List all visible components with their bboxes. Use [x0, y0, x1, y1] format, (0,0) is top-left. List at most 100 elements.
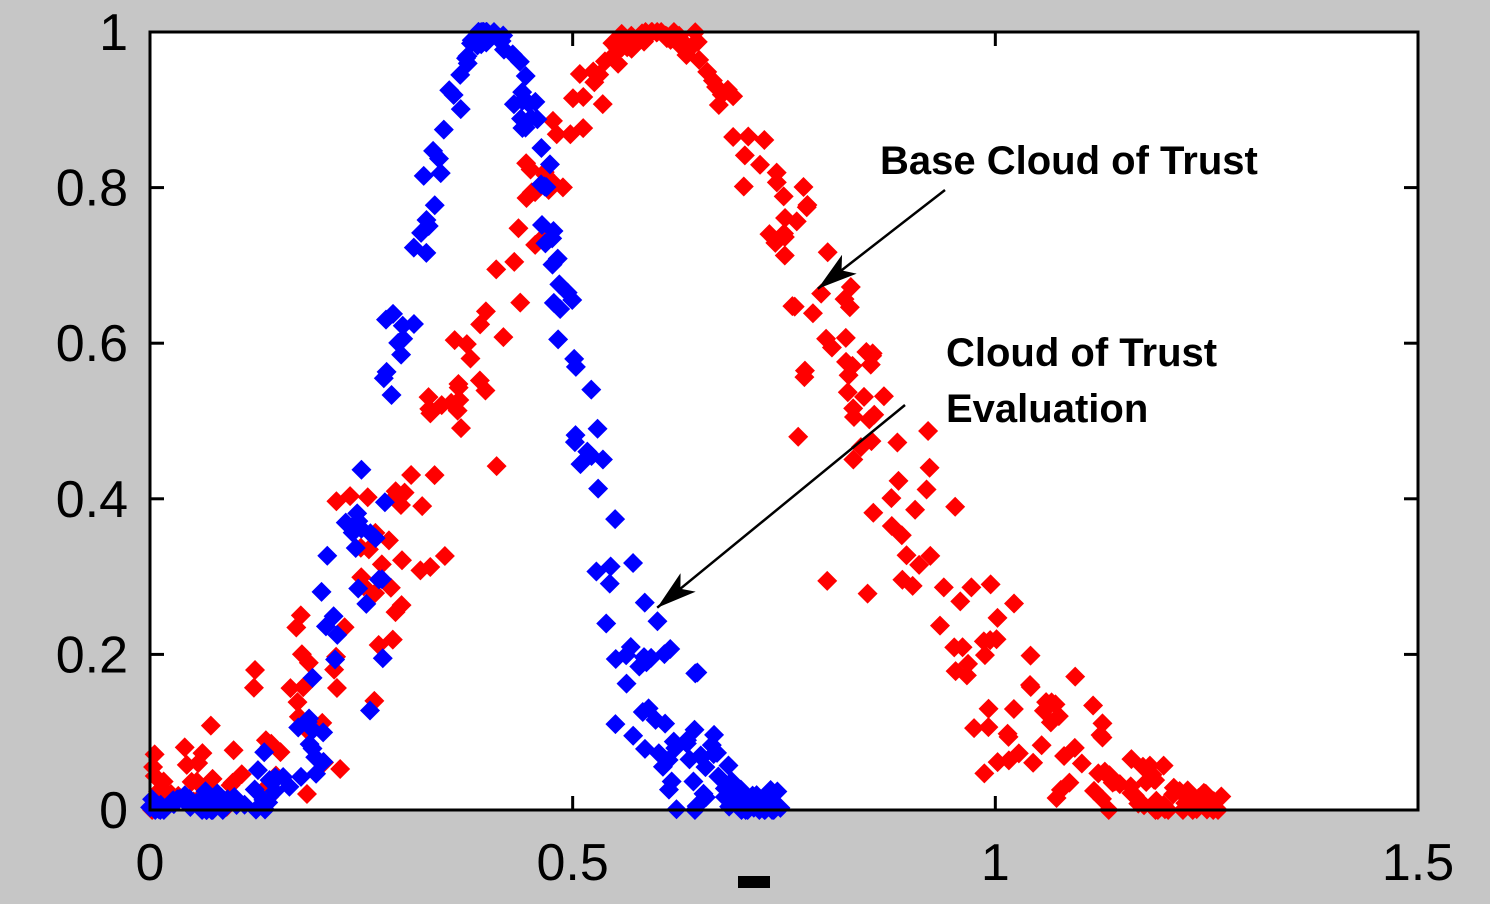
data-point [623, 725, 644, 746]
data-point [1211, 786, 1232, 807]
data-point [980, 574, 1001, 595]
data-point [509, 51, 530, 72]
data-point [489, 30, 510, 51]
data-point [448, 377, 469, 398]
data-point [588, 478, 609, 499]
data-point [973, 631, 994, 652]
data-point [340, 486, 361, 507]
data-point [843, 398, 864, 419]
data-point [279, 776, 300, 797]
data-point [508, 218, 529, 239]
data-point [1121, 749, 1142, 770]
data-point [330, 759, 351, 780]
data-point [623, 553, 644, 574]
data-point [153, 771, 174, 792]
plot-frame [148, 30, 1420, 812]
data-point [266, 769, 287, 790]
data-point [434, 546, 455, 567]
data-point [1153, 755, 1174, 776]
data-point [393, 328, 414, 349]
data-point [676, 730, 697, 751]
data-point [570, 454, 591, 475]
data-point [733, 176, 754, 197]
data-point [323, 606, 344, 627]
data-point [378, 530, 399, 551]
data-point [291, 644, 312, 665]
data-point [594, 51, 615, 72]
data-point [950, 591, 971, 612]
data-point [596, 613, 617, 634]
data-point [1008, 743, 1029, 764]
annotation-label: Cloud of Trust Evaluation [946, 331, 1217, 431]
data-point [1059, 772, 1080, 793]
data-point [863, 502, 884, 523]
data-point [433, 119, 454, 140]
data-point [562, 88, 583, 109]
data-point [383, 303, 404, 324]
data-point [788, 426, 809, 447]
data-point [280, 678, 301, 699]
data-point [859, 409, 880, 430]
data-point [573, 118, 594, 139]
data-point [525, 91, 546, 112]
data-point [357, 487, 378, 508]
data-point [181, 771, 202, 792]
data-point [616, 673, 637, 694]
data-point [817, 570, 838, 591]
data-point [707, 742, 728, 763]
data-point [587, 418, 608, 439]
data-point [306, 763, 327, 784]
data-point [757, 784, 778, 805]
data-point [1003, 699, 1024, 720]
data-point [391, 595, 412, 616]
data-point [1031, 735, 1052, 756]
data-point [510, 292, 531, 313]
data-point [327, 624, 348, 645]
data-point [351, 459, 372, 480]
data-point [401, 465, 422, 486]
data-point [888, 470, 909, 491]
data-point [683, 771, 704, 792]
data-point [616, 645, 637, 666]
annotation-0: Base Cloud of Trust [817, 139, 1258, 290]
data-point [887, 432, 908, 453]
data-point [697, 61, 718, 82]
data-point [658, 779, 679, 800]
data-point [534, 176, 555, 197]
data-point [634, 738, 655, 759]
data-point [486, 259, 507, 280]
data-point [392, 315, 413, 336]
data-point [836, 351, 857, 372]
data-point [244, 779, 265, 800]
data-point [411, 222, 432, 243]
data-point [909, 554, 930, 575]
data-point [896, 545, 917, 566]
data-point [679, 749, 700, 770]
y-tick-label: 1 [99, 4, 128, 62]
data-point [550, 298, 571, 319]
data-point [974, 645, 995, 666]
data-point [986, 629, 1007, 650]
data-point [583, 61, 604, 82]
data-point [881, 488, 902, 509]
data-point [837, 382, 858, 403]
data-point [652, 756, 673, 777]
data-point [1065, 666, 1086, 687]
data-point [1004, 593, 1025, 614]
data-point [704, 724, 725, 745]
data-point [359, 700, 380, 721]
data-point [802, 303, 823, 324]
data-point [916, 479, 937, 500]
data-point [687, 662, 708, 683]
data-point [647, 611, 668, 632]
data-point [222, 789, 243, 810]
data-point [424, 195, 445, 216]
data-point [326, 677, 347, 698]
data-point [450, 418, 471, 439]
data-point [419, 398, 440, 419]
data-point [503, 94, 524, 115]
data-point [345, 537, 366, 558]
data-point [689, 49, 710, 70]
data-point [254, 742, 275, 763]
data-point [974, 763, 995, 784]
